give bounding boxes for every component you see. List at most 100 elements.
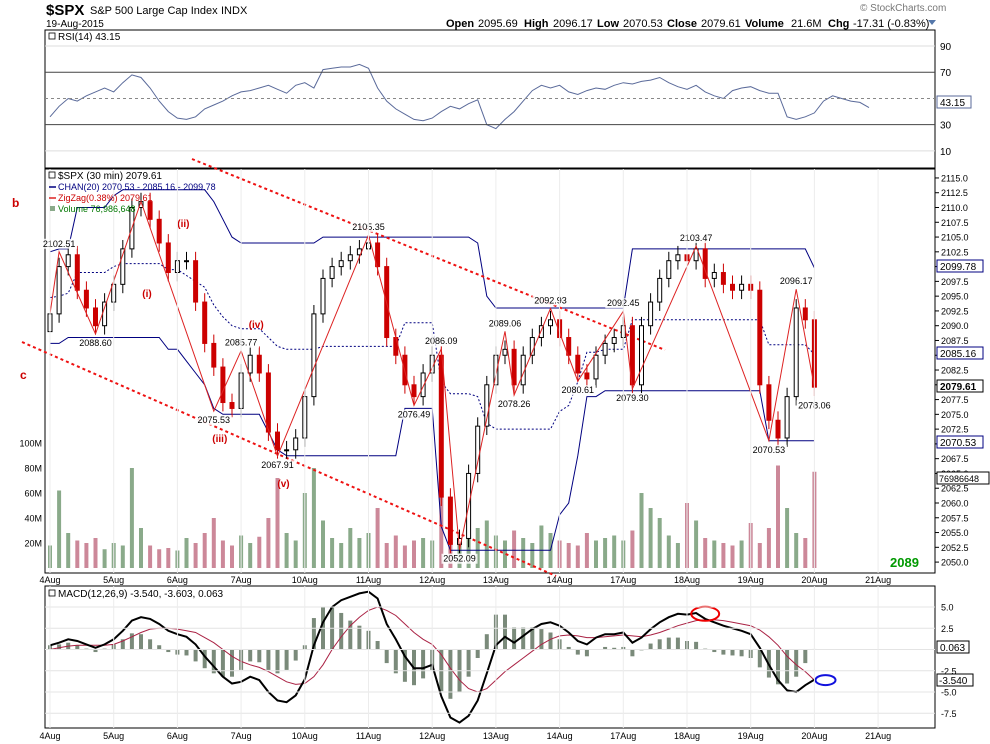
macd-histogram-bar (584, 649, 589, 657)
copyright: © StockCharts.com (860, 3, 946, 14)
candle-body (502, 348, 508, 356)
lower-trendline (21, 341, 557, 577)
pivot-label-bg (678, 233, 715, 244)
price-tick-label: 2105.0 (941, 233, 969, 243)
macd-histogram-bar (539, 629, 544, 650)
volume-bar (484, 520, 489, 568)
lower-channel-badge-text: 2070.53 (940, 438, 977, 449)
volume-bar (93, 538, 98, 568)
macd-badge (936, 673, 974, 687)
volume-bar (57, 490, 62, 568)
macd-histogram-bar (184, 649, 189, 656)
low-label: Low (597, 18, 619, 30)
wave-label: (ii) (177, 219, 189, 230)
pivot-label: 2075.53 (198, 415, 231, 425)
price-tick-label: 2075.0 (941, 410, 969, 420)
rsi-tick-label: 10 (940, 147, 952, 158)
macd-histogram-bar (148, 639, 153, 650)
volume-bar (675, 543, 680, 568)
price-layer: 2102.512088.602075.532085.772067.912105.… (21, 158, 833, 577)
candle-body (65, 254, 71, 268)
hist-badge-text: 0.063 (940, 643, 965, 654)
macd-histogram-bar (630, 649, 635, 657)
rsi-line (49, 63, 870, 130)
pivot-label: 2052.09 (443, 554, 476, 564)
pivot-label-bg (41, 238, 78, 249)
price-tick-label: 2095.0 (941, 292, 969, 302)
candle-body (475, 425, 481, 474)
lower-channel-badge (936, 435, 984, 449)
volume-bar (102, 549, 107, 568)
upper-trendline (191, 158, 666, 351)
volume-bar (521, 538, 526, 568)
candle-body (766, 384, 772, 421)
candle-body (229, 402, 235, 409)
upper-channel-badge (936, 259, 984, 273)
candle-body (511, 348, 517, 386)
mid-channel-badge-text: 2085.16 (940, 349, 977, 360)
chart-name: S&P 500 Large Cap Index (90, 5, 218, 17)
pivot-label-bg (750, 444, 787, 455)
pivot-label-bg (396, 409, 432, 420)
volume-bar (321, 520, 325, 568)
candle-body (438, 354, 444, 498)
macd-layer (45, 590, 935, 724)
volume-bar (575, 545, 580, 568)
pivot-label-bg (423, 335, 460, 346)
price-tick-label: 2090.0 (941, 321, 969, 331)
volume-bar (439, 448, 444, 568)
pivot-label: 2092.93 (534, 295, 567, 305)
volume-bar (84, 543, 89, 568)
candle-body (793, 307, 799, 398)
macd-badges: 0.063 -3.540 (936, 640, 974, 687)
volume-bar (211, 518, 216, 568)
close-badge-text: 2079.61 (940, 382, 977, 393)
volume-bar (384, 543, 389, 568)
candle-body (648, 301, 654, 327)
volume-bar (594, 540, 598, 568)
volume-bar (530, 543, 535, 568)
pivot-label-bg (487, 318, 523, 329)
volume-bar (785, 508, 790, 568)
rsi-legend-text: RSI(14) 43.15 (58, 32, 121, 43)
candle-body (156, 218, 162, 244)
wave-label: (v) (277, 479, 289, 490)
pivot-label-bg (259, 460, 296, 471)
price-panel (44, 168, 936, 574)
date-label: 12Aug (419, 575, 445, 585)
macd-histogram-bar (139, 634, 143, 650)
candle-body (611, 337, 617, 344)
volume-bar (330, 538, 335, 568)
pivot-label-bg (532, 295, 569, 306)
price-tick-label: 2110.0 (941, 203, 968, 213)
date-label: 6Aug (167, 731, 188, 741)
date-label: 14Aug (547, 575, 573, 585)
candle-body (120, 248, 126, 285)
candle-body (657, 277, 663, 303)
volume-layer (48, 448, 817, 568)
price-tick-label: 2102.5 (941, 247, 969, 257)
price-tick-label: 2067.5 (941, 454, 969, 464)
macd-histogram-bar (211, 649, 216, 674)
price-tick-label: 2050.0 (941, 558, 969, 568)
candle-body (338, 260, 344, 268)
macd-tick-label: -2.5 (941, 666, 957, 676)
price-tick-label: 2115.0 (941, 173, 968, 183)
price-tick-label: 2082.5 (941, 366, 969, 376)
candle-body (802, 307, 808, 321)
date-label: 19Aug (738, 731, 764, 741)
macd-histogram-bar (475, 649, 480, 658)
volume-bar (757, 543, 762, 568)
candle-body (393, 337, 399, 356)
low-value: 2070.53 (623, 18, 663, 30)
volume-bar (412, 540, 416, 568)
volume-bar (148, 545, 153, 568)
macd-histogram-bar (794, 649, 799, 677)
date-label: 11Aug (356, 731, 381, 741)
chevron-down-icon[interactable] (928, 20, 936, 25)
macd-histogram-bar (803, 649, 808, 664)
price-tick-label: 2107.5 (941, 218, 969, 228)
macd-histogram-bar (166, 649, 171, 653)
volume-bar (475, 528, 480, 568)
